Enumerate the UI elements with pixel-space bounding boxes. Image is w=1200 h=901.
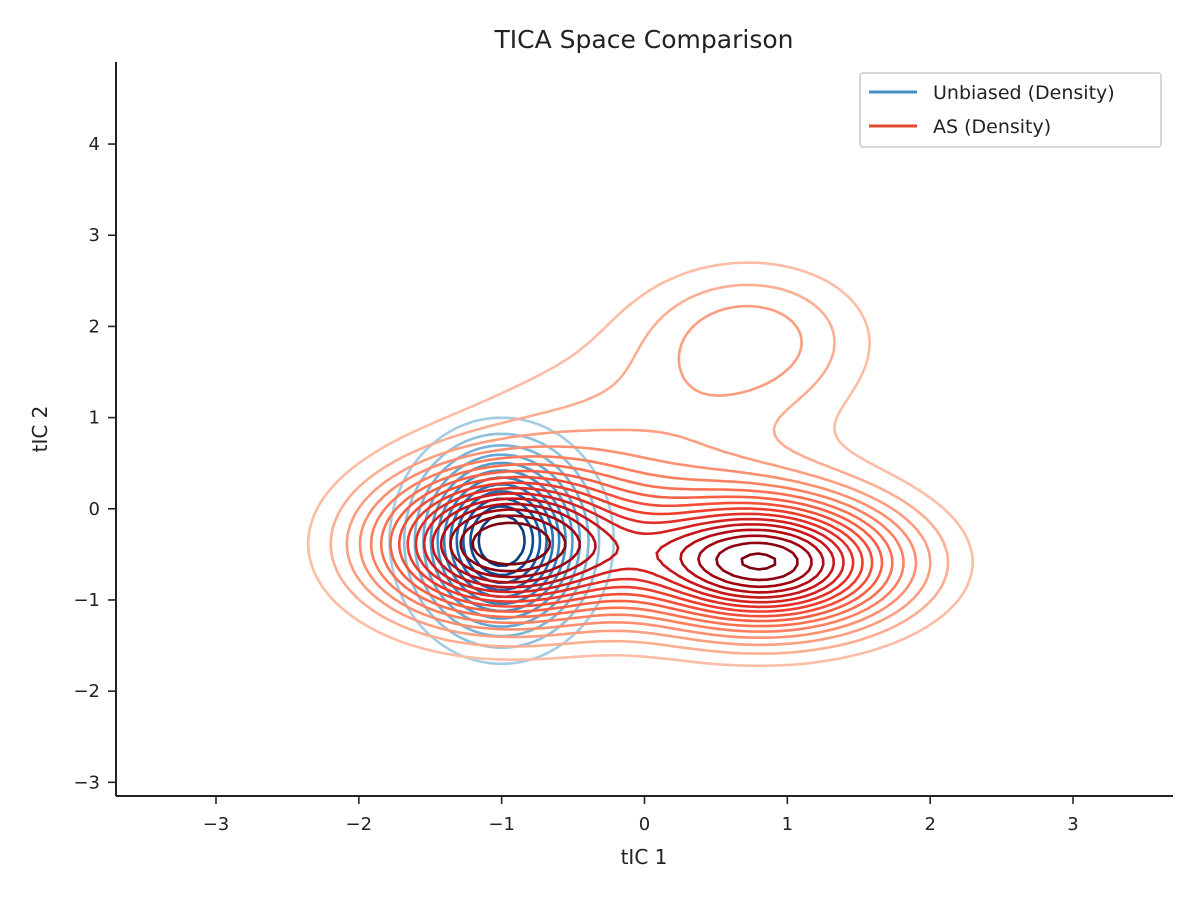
contour-line <box>414 486 855 609</box>
contour-line <box>459 514 799 582</box>
y-tick-label: −2 <box>73 681 100 702</box>
x-tick-label: −3 <box>203 814 230 835</box>
x-tick-label: −2 <box>346 814 373 835</box>
contour-line <box>306 261 974 668</box>
y-tick-label: 4 <box>89 134 100 155</box>
legend-box <box>859 72 1162 148</box>
contour-line <box>406 481 864 613</box>
series-1-contours <box>306 261 974 668</box>
axes: −3 −2 −1 0 1 2 3 −3 −2 −1 0 1 2 3 4 <box>73 62 1173 835</box>
y-tick-label: 1 <box>89 408 100 429</box>
contour-line <box>379 462 894 628</box>
x-tick-label: 1 <box>782 814 793 835</box>
legend-label-unbiased: Unbiased (Density) <box>933 82 1115 104</box>
legend: Unbiased (Density) AS (Density) <box>859 72 1162 148</box>
contour-line <box>439 502 825 594</box>
contour-layer <box>306 261 974 668</box>
x-tick-label: 2 <box>924 814 935 835</box>
legend-label-as: AS (Density) <box>933 116 1051 138</box>
y-tick-label: 2 <box>89 316 100 337</box>
contour-line <box>389 469 884 623</box>
x-axis-label: tIC 1 <box>621 845 668 869</box>
contour-line <box>471 521 777 571</box>
contour-line <box>398 475 874 618</box>
chart-title: TICA Space Comparison <box>494 25 794 54</box>
contour-line <box>329 283 950 655</box>
contour-line <box>358 445 918 639</box>
contour-line <box>422 492 845 604</box>
contour-line <box>345 304 932 647</box>
contour-line <box>449 508 813 589</box>
contour-line <box>369 455 905 633</box>
contour-line <box>431 497 835 599</box>
x-tick-label: 3 <box>1067 814 1078 835</box>
x-tick-label: 0 <box>639 814 650 835</box>
y-tick-label: 3 <box>89 225 100 246</box>
y-tick-label: −3 <box>73 772 100 793</box>
x-tick-label: −1 <box>488 814 515 835</box>
y-ticks: −3 −2 −1 0 1 2 3 4 <box>73 134 116 793</box>
y-tick-label: −1 <box>73 590 100 611</box>
y-tick-label: 0 <box>89 499 100 520</box>
y-axis-label: tIC 2 <box>28 406 52 453</box>
x-ticks: −3 −2 −1 0 1 2 3 <box>203 796 1079 835</box>
